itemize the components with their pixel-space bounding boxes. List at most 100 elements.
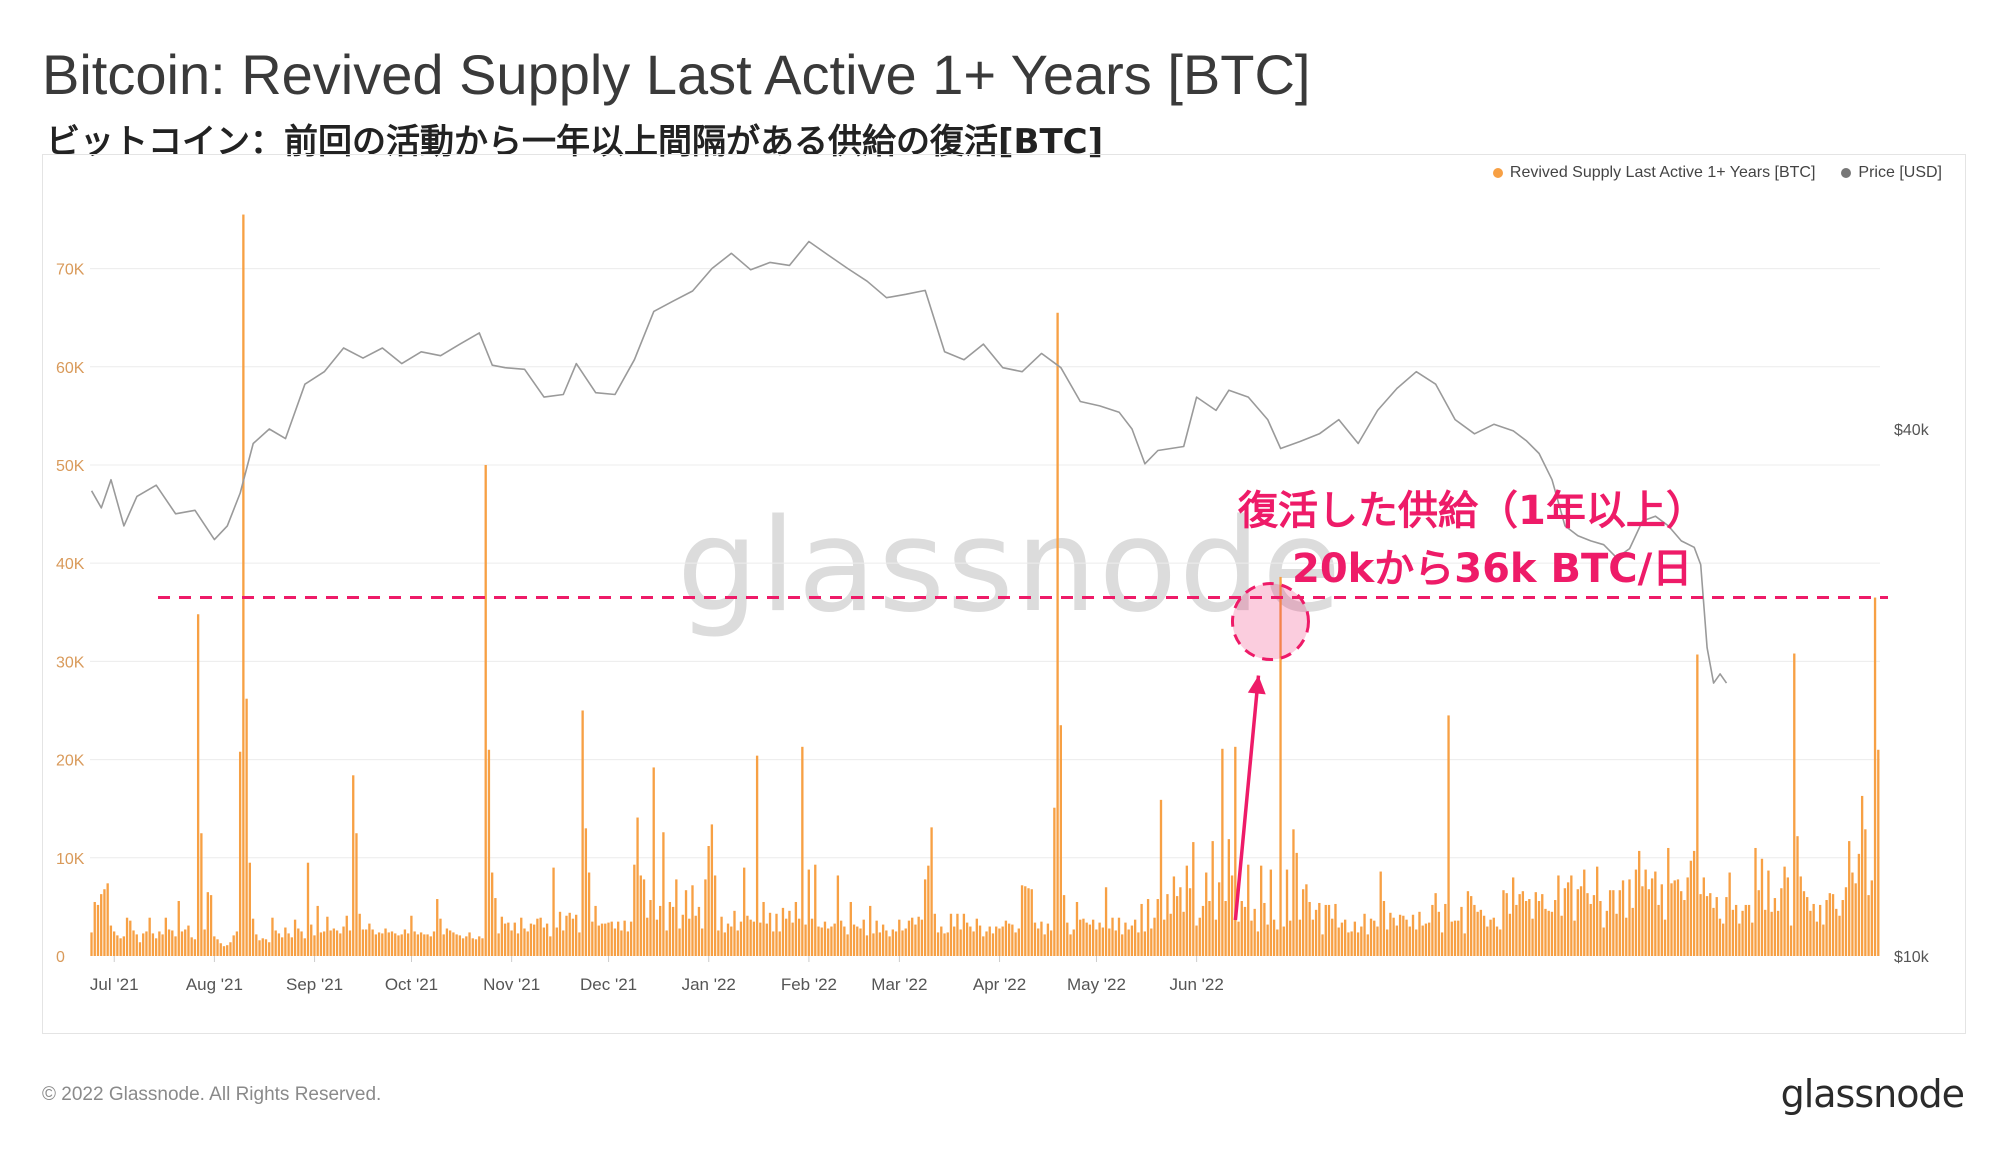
bar xyxy=(1495,926,1499,956)
bar xyxy=(943,933,946,956)
bar xyxy=(1043,934,1046,956)
bar xyxy=(1140,903,1143,956)
bar xyxy=(597,925,600,956)
bar xyxy=(481,938,484,956)
bar xyxy=(526,931,529,956)
bar xyxy=(720,916,723,956)
bar xyxy=(584,828,588,956)
bar xyxy=(817,926,820,956)
bar xyxy=(1760,858,1764,956)
bar xyxy=(1596,866,1599,956)
bar xyxy=(659,905,662,956)
bar xyxy=(1689,860,1693,956)
bar xyxy=(1554,900,1557,956)
bar xyxy=(1037,928,1040,956)
bar xyxy=(1705,896,1709,956)
bar xyxy=(410,915,413,956)
bar xyxy=(513,922,516,956)
bar xyxy=(1056,312,1059,956)
bar xyxy=(520,917,523,956)
bar xyxy=(277,933,281,956)
bar xyxy=(1702,877,1705,956)
bar xyxy=(1508,913,1512,956)
y-right-tick-label: $40k xyxy=(1894,422,1930,439)
chart-title: Bitcoin: Revived Supply Last Active 1+ Y… xyxy=(42,43,1311,106)
bar xyxy=(1657,904,1660,956)
bar xyxy=(1379,871,1382,956)
bar xyxy=(1576,889,1579,956)
bar xyxy=(923,879,927,956)
copyright-text: © 2022 Glassnode. All Rights Reserved. xyxy=(42,1084,382,1105)
bar xyxy=(406,933,410,956)
bar xyxy=(319,932,323,956)
bar xyxy=(103,889,106,956)
bar xyxy=(1799,876,1802,956)
bar xyxy=(649,900,652,956)
bar xyxy=(109,925,113,956)
bar xyxy=(1692,850,1696,956)
legend-item-price[interactable]: Price [USD] xyxy=(1841,164,1942,182)
bar xyxy=(1851,872,1854,956)
bar xyxy=(1573,920,1576,956)
bar xyxy=(1066,922,1069,956)
bar xyxy=(565,915,568,956)
bar xyxy=(1612,890,1615,956)
bar xyxy=(1786,877,1789,956)
bar xyxy=(975,918,978,956)
chart-subtitle-japanese: ビットコイン：前回の活動から一年以上間隔がある供給の復活[BTC] xyxy=(46,122,1104,162)
bar xyxy=(1424,923,1428,956)
bar xyxy=(1402,915,1405,956)
bar xyxy=(1095,929,1098,956)
bar xyxy=(377,932,381,956)
bar xyxy=(1615,913,1618,956)
x-tick-label: Feb '22 xyxy=(781,975,837,994)
bar xyxy=(1802,891,1806,956)
bar xyxy=(361,929,365,956)
bar xyxy=(122,936,125,956)
bar xyxy=(303,938,306,956)
bar xyxy=(1356,932,1360,956)
bar xyxy=(1085,922,1088,956)
bar xyxy=(1046,923,1050,956)
bar xyxy=(1082,918,1085,956)
bar xyxy=(1143,931,1147,956)
x-tick-label: Dec '21 xyxy=(580,975,637,994)
bar xyxy=(284,927,287,956)
bar xyxy=(1314,909,1318,956)
legend-item-revived-supply[interactable]: Revived Supply Last Active 1+ Years [BTC… xyxy=(1492,164,1815,182)
annotation-line-1: 復活した供給（1年以上） xyxy=(1238,488,1706,534)
bar xyxy=(100,894,103,956)
bar xyxy=(1767,870,1770,956)
bar xyxy=(1059,725,1062,956)
bar xyxy=(332,928,336,956)
bar xyxy=(604,923,607,956)
bar xyxy=(681,914,684,956)
bar xyxy=(1431,904,1434,956)
bar xyxy=(423,934,426,956)
bar xyxy=(1214,919,1218,956)
bar xyxy=(1806,897,1809,956)
bar xyxy=(1857,853,1861,956)
bar xyxy=(1470,896,1473,956)
bar xyxy=(1363,913,1366,956)
bar xyxy=(995,926,998,956)
bar xyxy=(772,931,775,956)
bar xyxy=(1512,877,1515,956)
bar xyxy=(1822,924,1825,956)
bar xyxy=(523,928,526,956)
bar xyxy=(788,910,791,956)
bar xyxy=(209,895,213,956)
bar xyxy=(1340,922,1344,956)
bar xyxy=(287,933,290,956)
bar xyxy=(1463,933,1466,956)
bar xyxy=(484,464,487,956)
bar xyxy=(749,919,752,956)
bar xyxy=(1353,921,1357,956)
bar xyxy=(843,926,846,956)
bar xyxy=(426,934,429,956)
bar xyxy=(403,929,407,956)
bar xyxy=(1062,895,1066,956)
bar xyxy=(1153,917,1156,956)
bar xyxy=(174,936,177,956)
bar xyxy=(917,916,920,956)
